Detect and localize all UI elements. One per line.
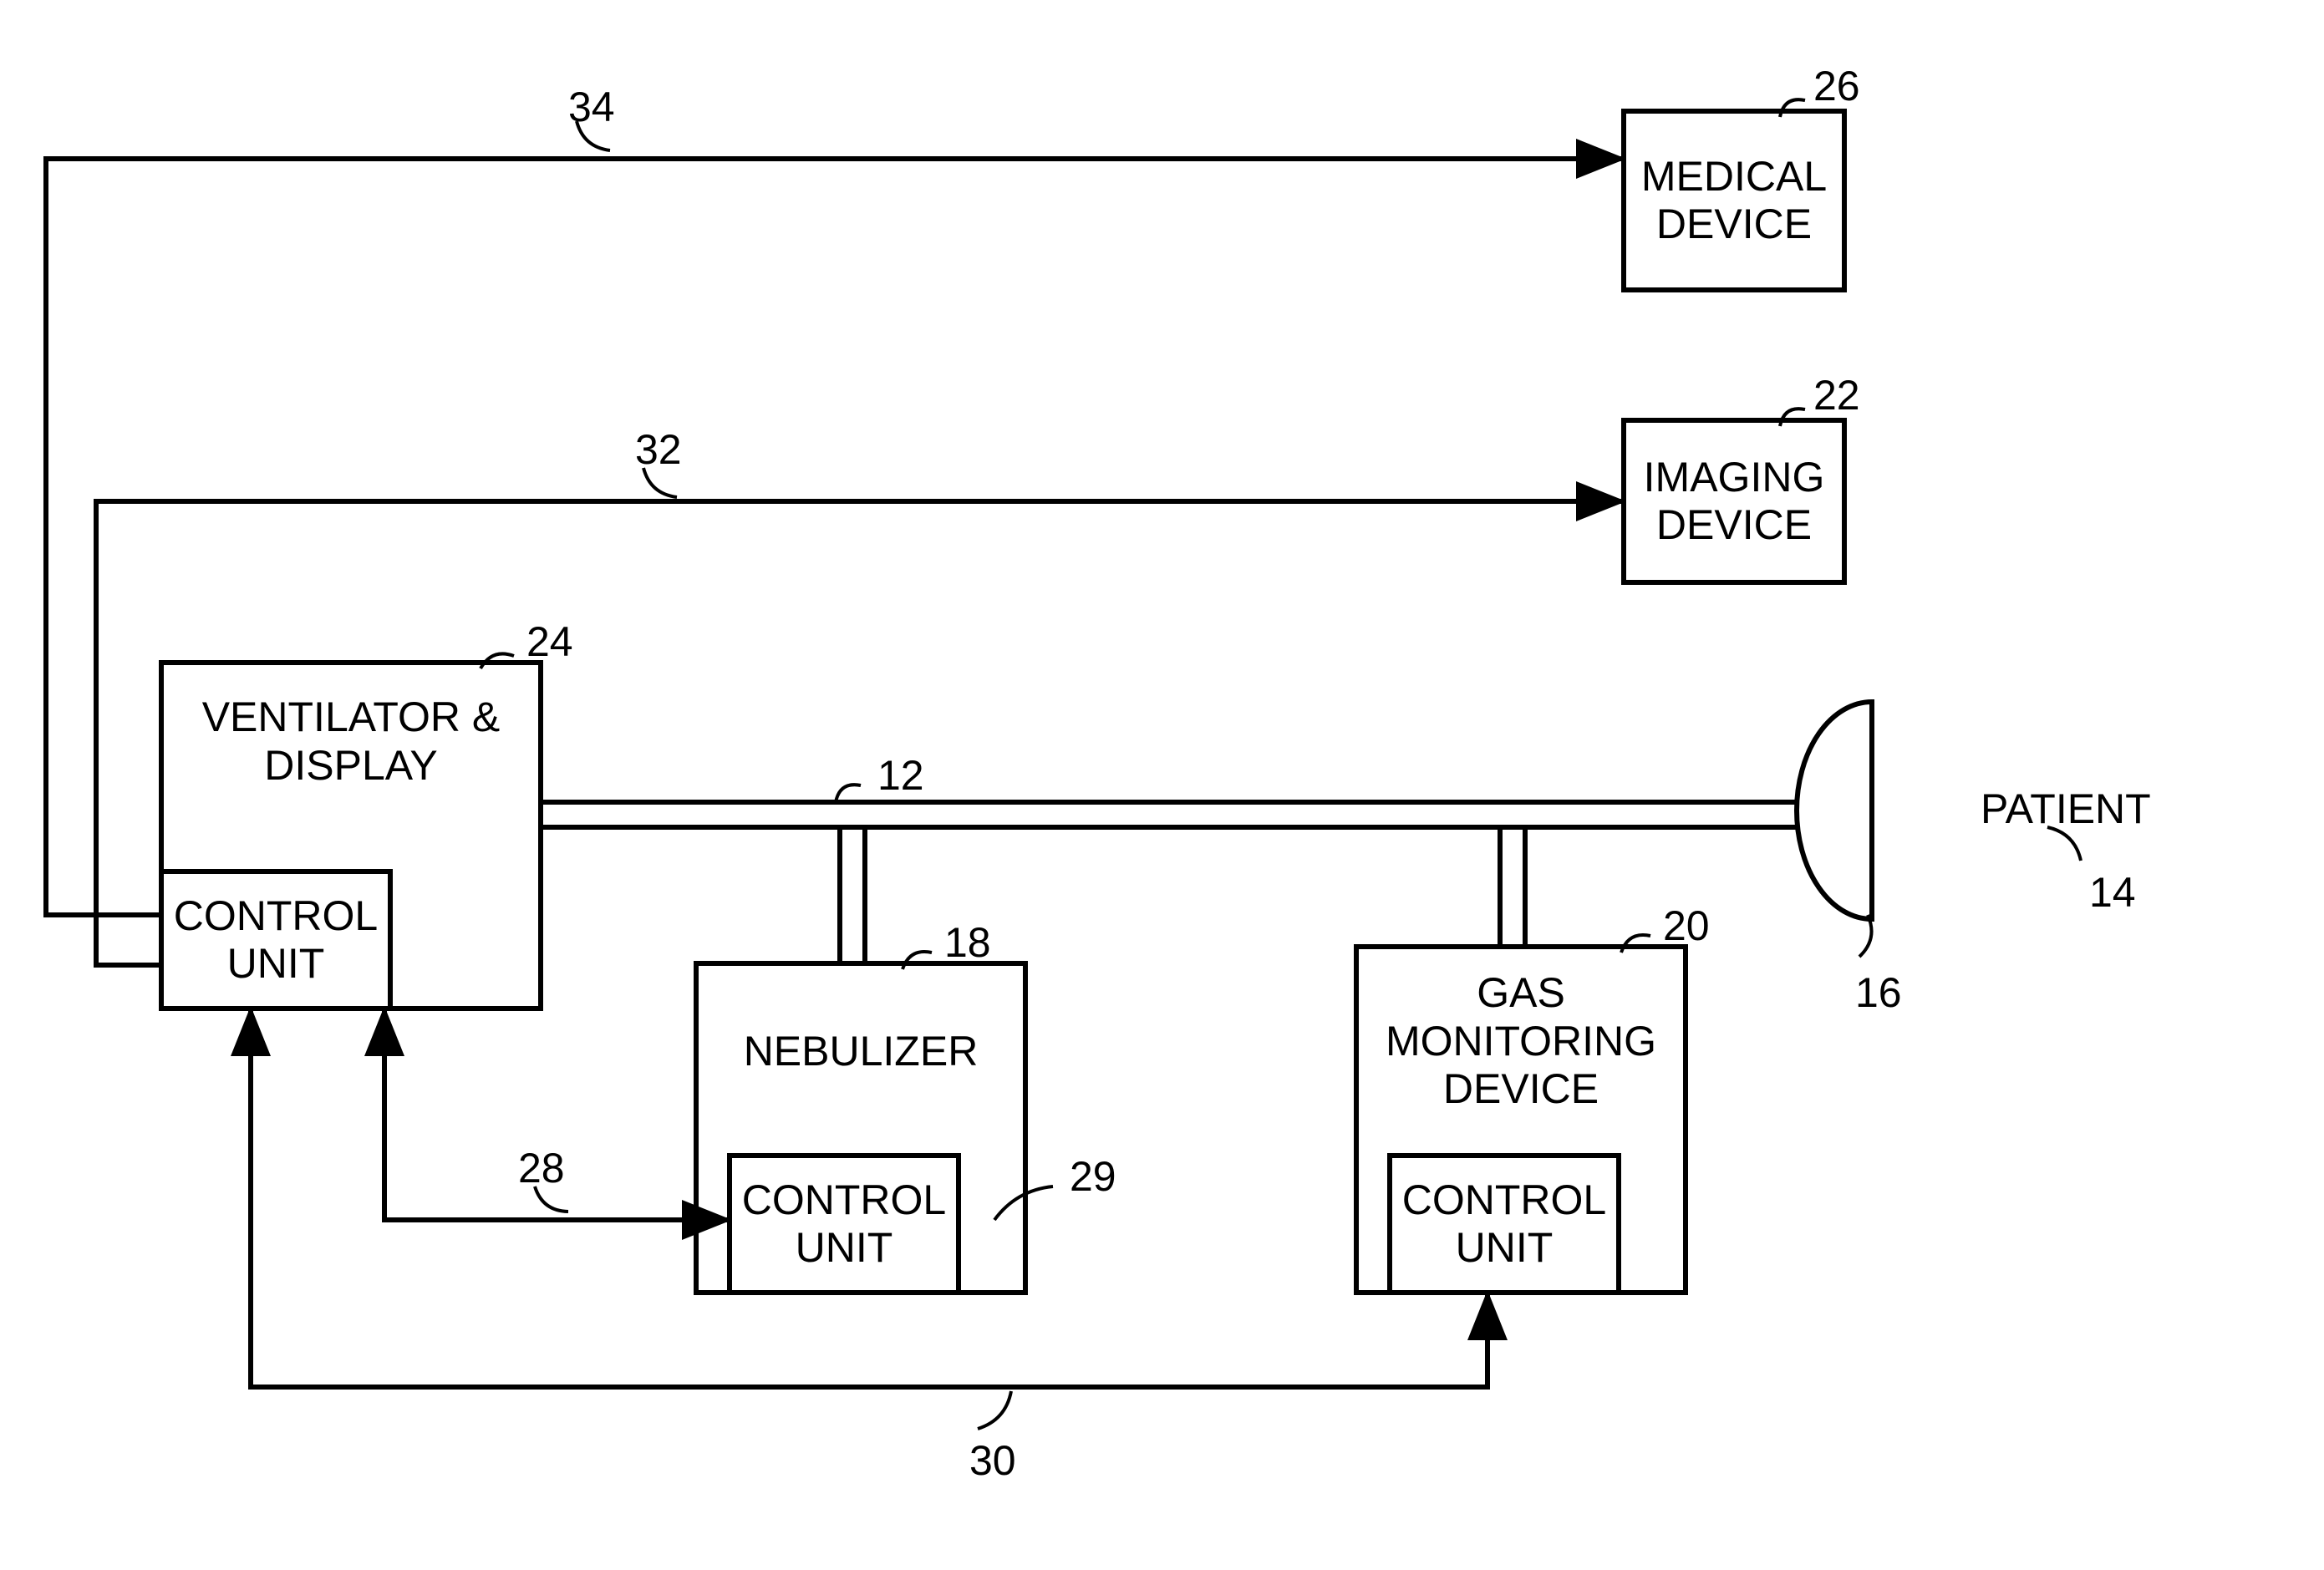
ref-r20: 20 bbox=[1663, 902, 1710, 951]
ref-r12: 12 bbox=[877, 752, 924, 800]
box-label-ventilator: VENTILATOR & DISPLAY bbox=[159, 694, 543, 790]
ref-r32: 32 bbox=[635, 426, 682, 475]
ref-r29: 29 bbox=[1070, 1153, 1116, 1202]
ref-r14: 14 bbox=[2089, 869, 2136, 917]
ref-r26: 26 bbox=[1813, 63, 1860, 111]
ref-r28: 28 bbox=[518, 1145, 565, 1193]
box-label-gas_cu: CONTROL UNIT bbox=[1387, 1176, 1621, 1273]
box-label-nebulizer: NEBULIZER bbox=[694, 1028, 1028, 1076]
box-label-neb_cu: CONTROL UNIT bbox=[727, 1176, 961, 1273]
box-label-imaging: IMAGING DEVICE bbox=[1621, 454, 1847, 550]
box-label-medical: MEDICAL DEVICE bbox=[1621, 153, 1847, 249]
ref-hook-r16 bbox=[1859, 915, 1872, 957]
ref-hook-r30 bbox=[978, 1391, 1011, 1429]
box-label-vent_cu: CONTROL UNIT bbox=[159, 892, 393, 988]
diagram-canvas: MEDICAL DEVICE IMAGING DEVICE VENTILATOR &… bbox=[0, 0, 2324, 1570]
ref-r22: 22 bbox=[1813, 372, 1860, 420]
ref-hook-r12 bbox=[836, 785, 861, 802]
patient-mask-icon bbox=[1797, 702, 1872, 919]
ref-r34: 34 bbox=[568, 84, 615, 132]
ref-r24: 24 bbox=[526, 618, 573, 667]
box-label-gas: GAS MONITORING DEVICE bbox=[1354, 969, 1688, 1114]
ref-r30: 30 bbox=[969, 1437, 1016, 1486]
ref-r16: 16 bbox=[1855, 969, 1902, 1018]
ref-r18: 18 bbox=[944, 919, 991, 968]
patient-label: PATIENT bbox=[1981, 785, 2151, 834]
